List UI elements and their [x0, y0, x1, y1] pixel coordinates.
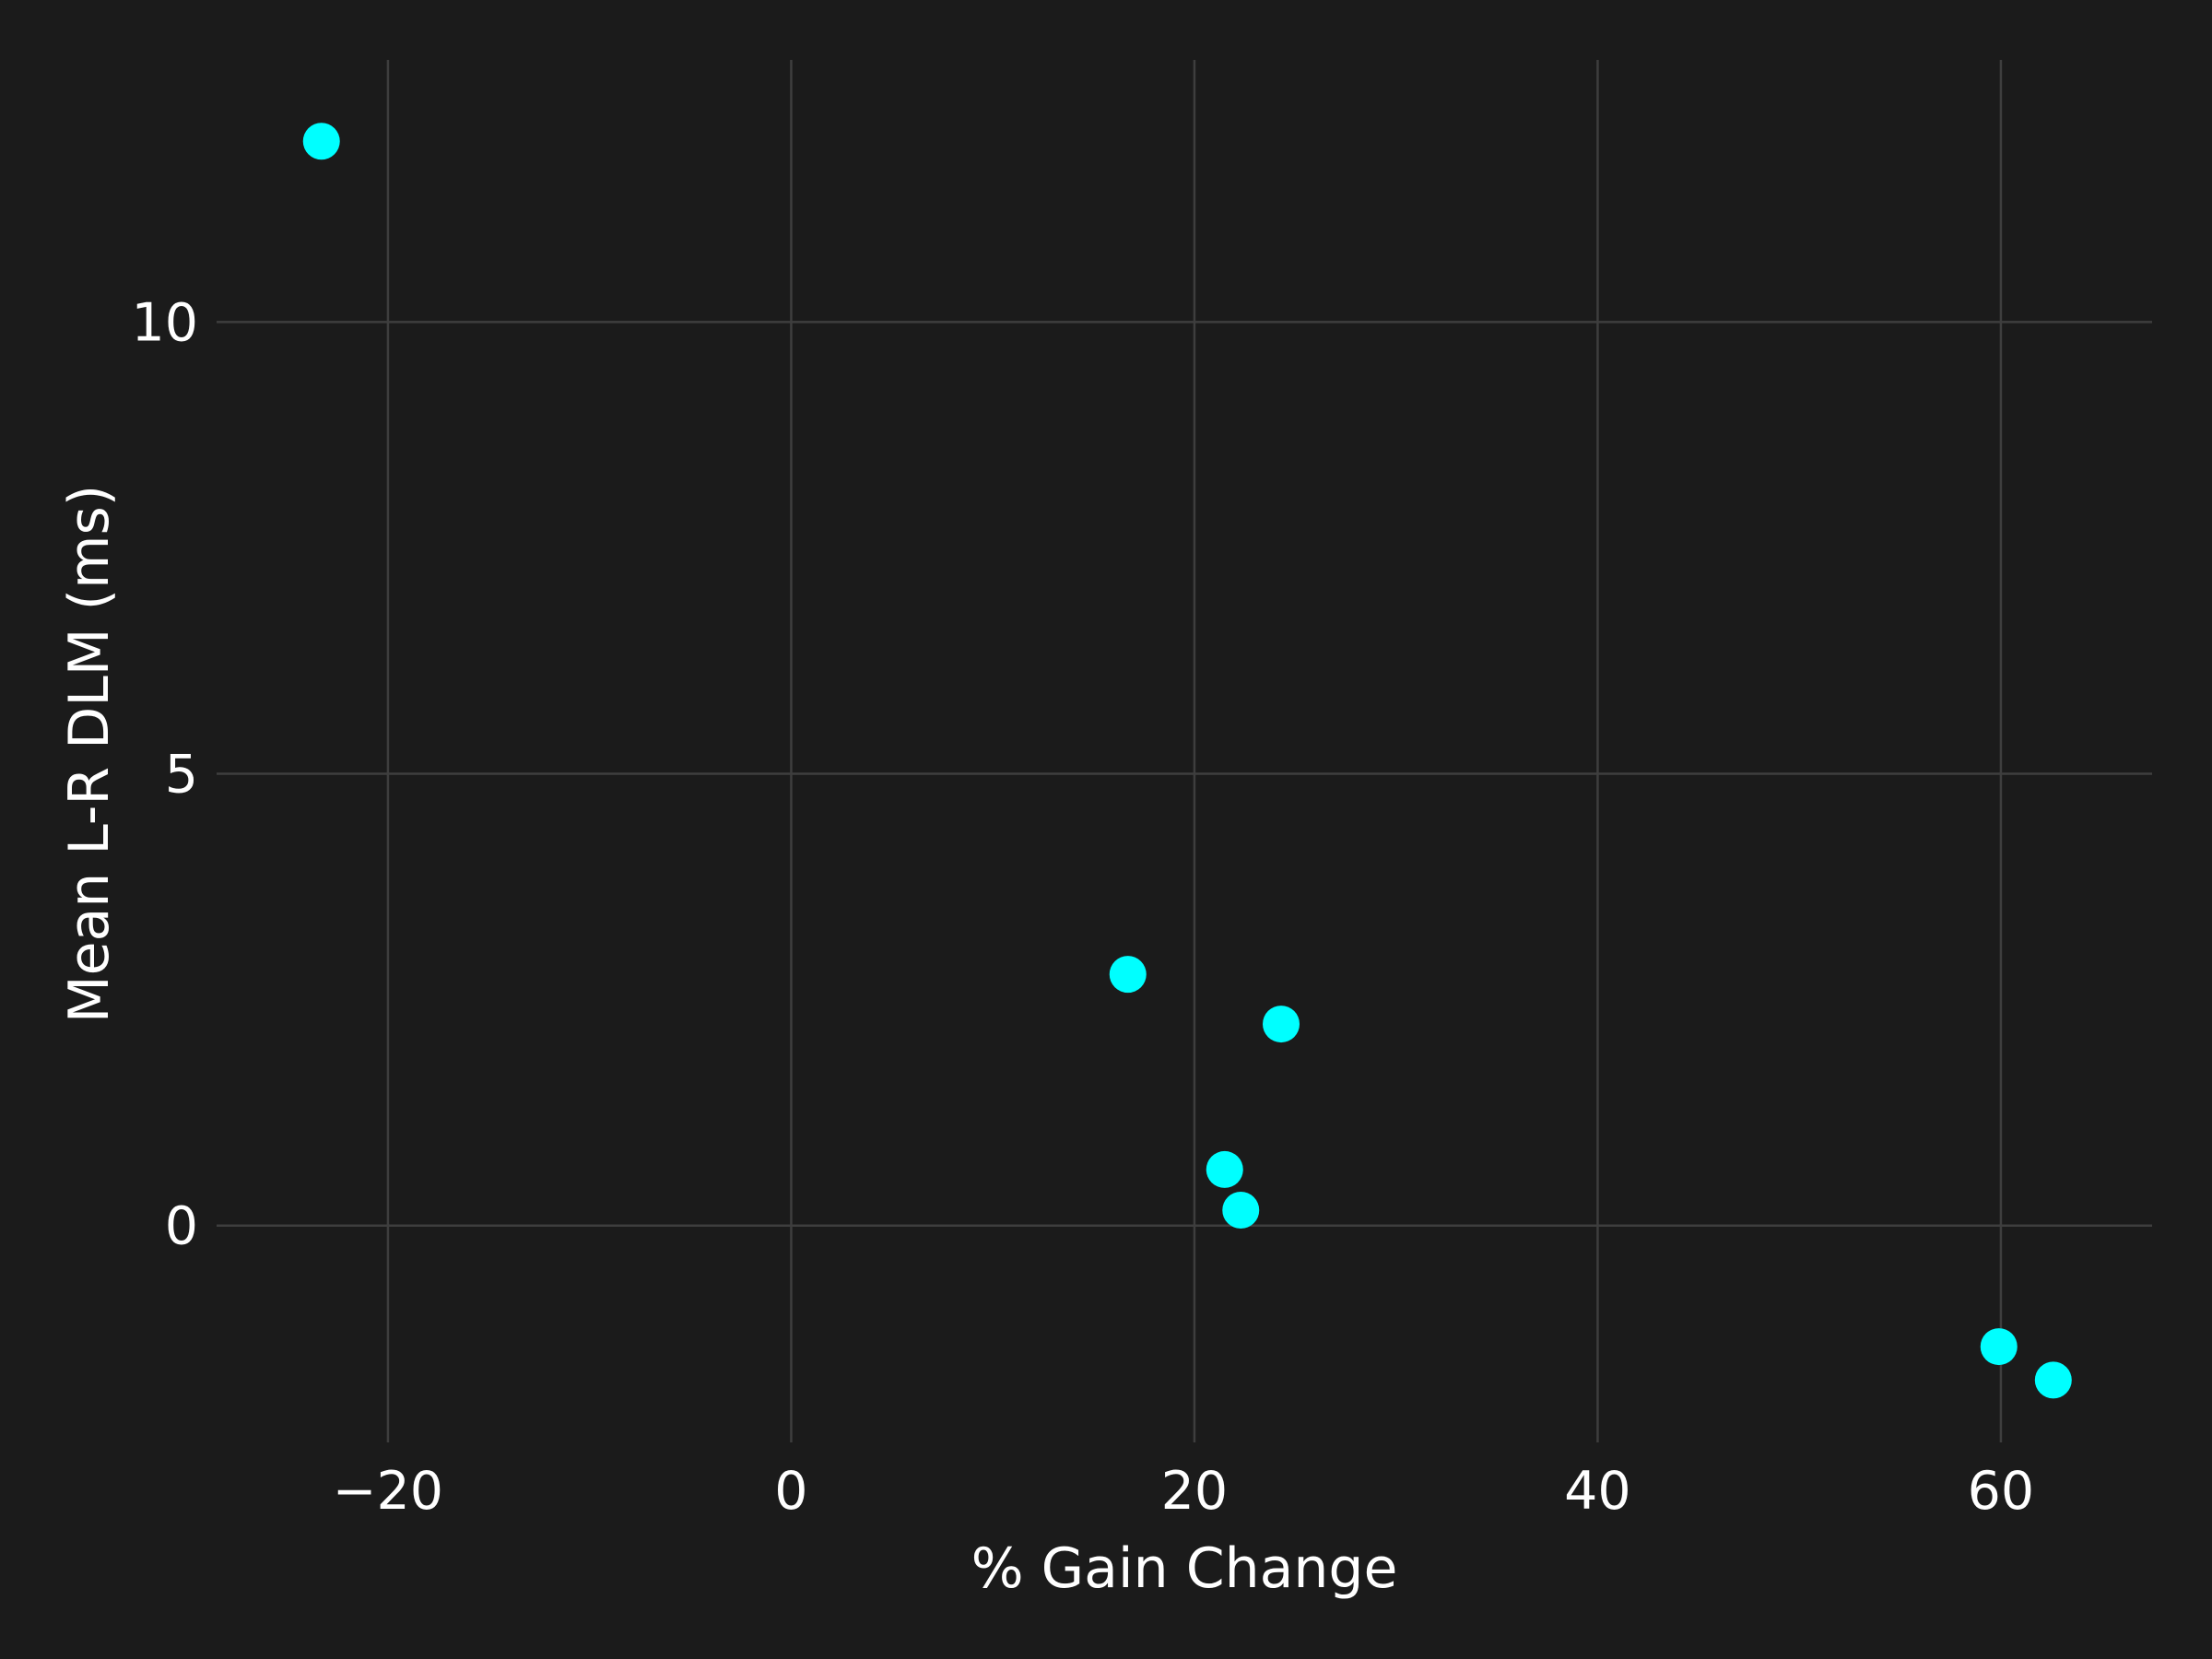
scatter-point [1206, 1150, 1243, 1188]
x-tick-label: −20 [333, 1461, 443, 1522]
scatter-point [1263, 1006, 1300, 1043]
scatter-point [302, 123, 340, 160]
x-tick-labels: −20 0 20 40 60 [333, 1461, 2034, 1522]
y-tick-label: 0 [165, 1196, 198, 1257]
x-tick-label: 60 [1968, 1461, 2035, 1522]
x-axis-label: % Gain Change [971, 1536, 1398, 1601]
y-tick-labels: 0 5 10 [131, 292, 198, 1256]
scatter-point [1980, 1328, 2018, 1366]
scatter-point [2034, 1361, 2072, 1399]
y-grid-lines [217, 321, 2152, 1227]
scatter-point [1222, 1192, 1260, 1230]
data-points [302, 123, 2072, 1399]
y-tick-label: 5 [165, 745, 198, 806]
x-grid-lines [386, 60, 2003, 1442]
x-tick-label: 40 [1564, 1461, 1631, 1522]
x-tick-label: 0 [774, 1461, 807, 1522]
scatter-point [1109, 956, 1147, 994]
x-tick-label: 20 [1161, 1461, 1229, 1522]
y-tick-label: 10 [131, 292, 198, 353]
y-axis-label: Mean L-R DLM (ms) [57, 485, 122, 1023]
